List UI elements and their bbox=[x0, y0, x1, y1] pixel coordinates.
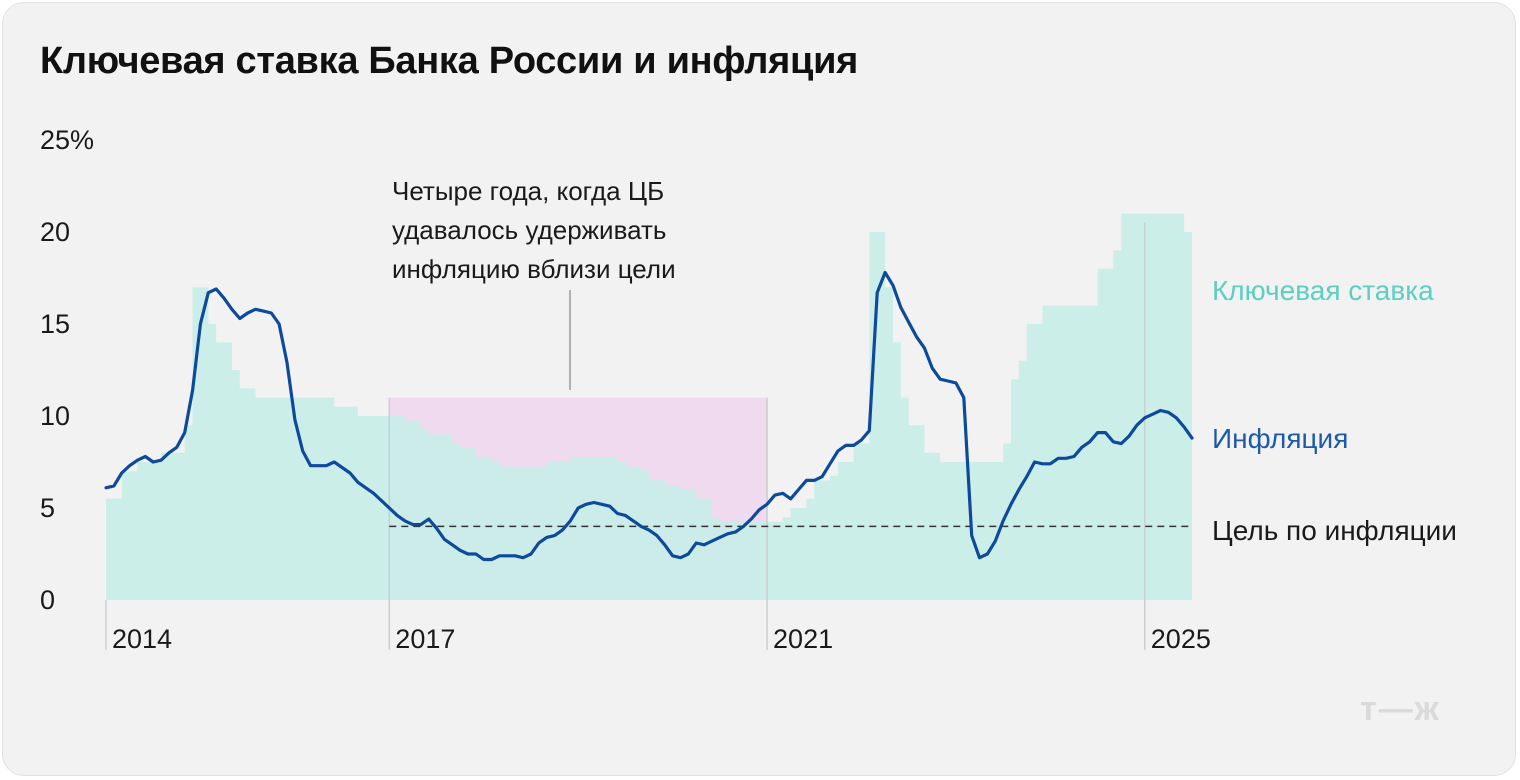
annotation-line: Четыре года, когда ЦБ bbox=[392, 176, 664, 206]
key-rate-layer bbox=[106, 213, 1208, 600]
key-rate-area bbox=[106, 213, 1208, 600]
legend-target: Цель по инфляции bbox=[1212, 515, 1457, 546]
x-tick-label: 2014 bbox=[112, 624, 172, 654]
x-tick-label: 2021 bbox=[773, 624, 833, 654]
legend: Ключевая ставка Инфляция Цель по инфляции bbox=[1212, 275, 1457, 546]
annotation-line: удавалось удерживать bbox=[392, 215, 666, 245]
x-tick-label: 2025 bbox=[1151, 624, 1211, 654]
y-tick-label: 25% bbox=[40, 125, 94, 155]
legend-inflation: Инфляция bbox=[1212, 423, 1348, 454]
tzh-logo: т—ж bbox=[1360, 690, 1441, 728]
y-tick-label: 15 bbox=[40, 309, 70, 339]
legend-key-rate: Ключевая ставка bbox=[1212, 275, 1434, 306]
inflation-layer bbox=[104, 270, 1194, 562]
annotation-line: инфляцию вблизи цели bbox=[392, 254, 676, 284]
y-tick-label: 5 bbox=[40, 493, 55, 523]
y-tick-label: 10 bbox=[40, 401, 70, 431]
chart-title: Ключевая ставка Банка России и инфляция bbox=[40, 40, 859, 82]
y-tick-label: 20 bbox=[40, 217, 70, 247]
y-axis: 0 5 10 15 20 25% bbox=[40, 125, 94, 615]
y-tick-label: 0 bbox=[40, 585, 55, 615]
annotation: Четыре года, когда ЦБ удавалось удерживат… bbox=[392, 176, 676, 390]
x-axis: 2014 2017 2021 2025 bbox=[112, 624, 1211, 654]
x-tick-label: 2017 bbox=[395, 624, 455, 654]
year-gridlines bbox=[105, 222, 1146, 650]
inflation-line bbox=[104, 270, 1194, 562]
